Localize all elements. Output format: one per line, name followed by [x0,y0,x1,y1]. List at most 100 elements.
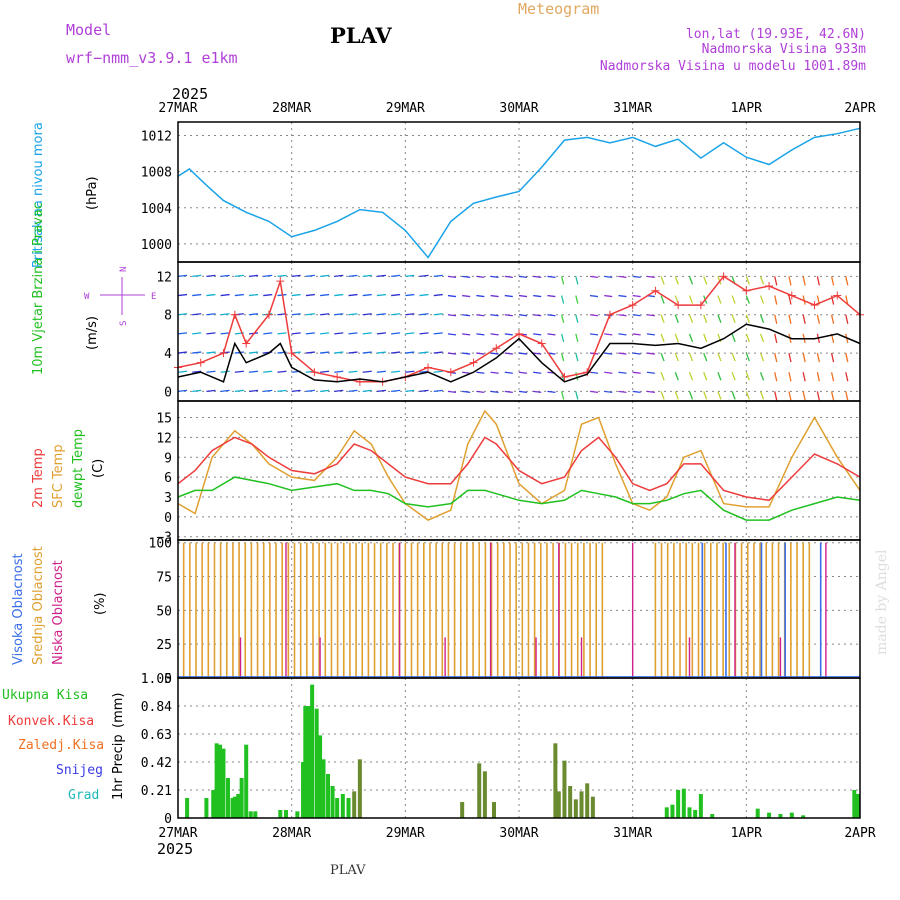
y-tick-label: 50 [156,604,172,619]
wind-arrow [802,372,806,382]
wind-arrow [575,391,579,400]
wind-arrow [177,274,188,278]
wind-gust-marker [310,368,319,377]
wind-arrow [802,276,806,286]
wind-arrow [660,391,665,400]
wind-arrow [589,294,599,298]
wind-arrow [518,390,528,394]
wind-arrow [560,276,565,285]
wind-arrow [419,389,429,393]
temp2m-axis-title: 2m Temp [31,448,46,508]
wind-arrow [462,314,471,317]
wind-arrow [504,352,513,355]
wind-arrow [688,352,694,362]
sfc-axis-title: SFC Temp [51,444,66,508]
y-tick-label: 1004 [141,202,172,217]
precip-bar [303,706,308,818]
wind-arrow [376,293,386,297]
wind-arrow [759,372,765,381]
wind-arrow [320,389,330,393]
wind-arrow [462,390,471,394]
srednja-axis-title: Srednja Oblacnost [31,546,46,665]
wind-arrow [206,313,216,316]
wind-arrow [830,391,835,401]
wind-gust-marker [833,291,842,300]
wind-arrow [362,332,372,335]
precip-bar [226,778,231,818]
wind-arrow [759,276,765,285]
year-bottom: 2025 [157,840,193,858]
y-tick-label: 25 [156,638,172,653]
wind-arrow [476,390,485,394]
precip-bar [693,810,698,818]
wind-arrow [462,352,471,355]
y-tick-label: 0 [164,672,172,687]
wind-arrow [291,274,301,278]
wind-arrow [192,313,202,316]
wind-arrow [745,314,750,323]
dewpt-line [177,476,861,521]
wind-arrow [263,370,273,373]
wind-arrow [717,295,722,304]
precip-bar [553,743,558,818]
wind-arrow [632,333,641,336]
wind-arrow [504,275,513,279]
wind-gust-marker [230,310,239,319]
wind-arrow [745,352,750,362]
wind-arrow [220,332,230,335]
wind-arrow [490,371,499,374]
wind-arrow [618,352,627,355]
wind-arrow [476,352,485,355]
precip-bar [352,791,357,818]
precip-bar [698,794,703,818]
precip-bar [306,706,311,818]
wind-arrow [248,313,259,316]
wind-arrow [320,274,330,278]
wind-gust-marker [492,344,501,353]
wind-arrow [845,372,849,382]
wind-arrow [759,333,765,343]
wind-arrow [334,293,344,297]
wind-arrow [177,370,188,373]
wind-arrow [504,294,513,298]
wind-arrow [391,313,401,316]
wind-arrow [277,332,287,335]
wind-arrow [816,352,821,363]
wind-gust-marker [628,301,637,310]
wind-arrow [646,371,655,374]
x-tick-label-top: 29MAR [386,101,425,116]
wind-arrow [533,294,542,298]
wind-arrow [560,352,565,362]
wind-arrow [632,275,641,279]
wind-arrow [731,333,736,343]
meteogram-label: Meteogram [518,0,599,18]
wind-axis-title-1: 10m Vjetar Brzina i Pravac [31,202,46,375]
wind-arrow [646,333,655,336]
wind-arrow [774,391,778,401]
precip-bar [232,796,237,818]
wind-arrow [405,274,415,278]
wind-arrow [462,333,471,336]
wind-gust-marker [424,363,433,372]
wind-gust-marker [719,272,728,281]
wind-arrow [560,391,565,400]
wind-arrow [660,333,665,343]
wind-arrow [731,391,736,400]
wind-arrow [490,333,499,336]
wind-arrow [362,293,372,297]
compass-e: E [151,292,156,302]
wind-arrow [192,332,202,335]
wind-arrow [759,314,765,323]
wind-arrow [759,352,765,362]
wind-arrow [731,295,736,304]
footer-station: PLAV [330,863,366,878]
wind-arrow [320,313,330,316]
wind-arrow [462,294,471,298]
wind-arrow [618,314,627,317]
wind-arrow [248,274,259,278]
wind-unit: (m/s) [85,316,100,350]
watermark: made by Angel [874,549,890,655]
wind-gust-marker [196,358,205,367]
precip-axis-title: 1hr Precip [111,734,126,800]
wind-arrow [248,389,259,393]
